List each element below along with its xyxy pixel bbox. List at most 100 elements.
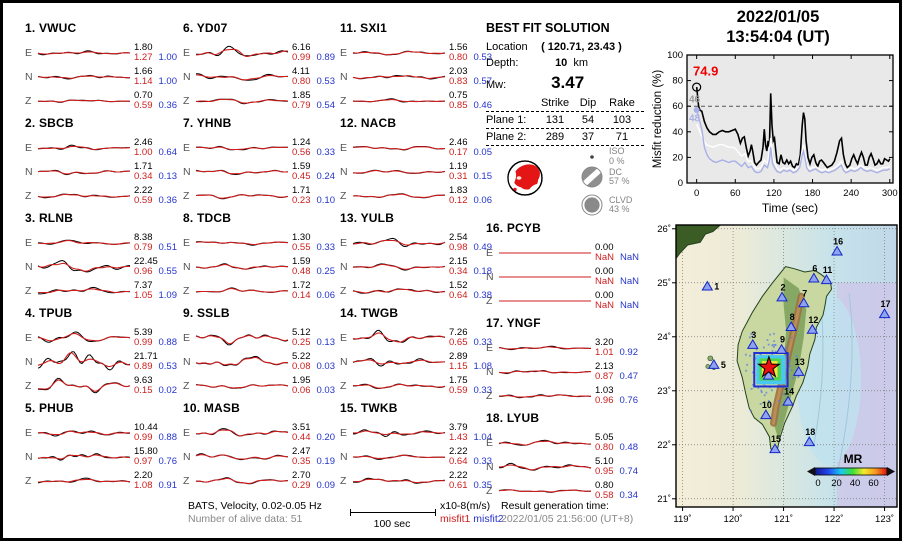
- observed-amplitude: 3.20: [595, 337, 614, 348]
- misfit2-value: NaN: [620, 252, 640, 263]
- station-header: 1. VWUC: [25, 21, 77, 35]
- misfit2-value: 0.19: [316, 456, 336, 467]
- map-station-triangle-4: [762, 369, 775, 380]
- component-label: E: [486, 247, 494, 259]
- component-row-E: E 6.16 0.99 0.89: [183, 41, 341, 65]
- amplitude-misfit-values: 1.71 0.23 0.10: [292, 186, 335, 206]
- waveform-chart: [195, 241, 289, 246]
- misfit2-value: 0.74: [619, 466, 639, 477]
- component-row-N: N 1.19 0.31 0.15: [340, 160, 498, 184]
- station-block-YD07: 6. YD07 E 6.16 0.99 0.89 N 4.11 0.80 0.53 Z 1.85 0.…: [183, 21, 341, 116]
- result-generation-time: 2022/01/05 21:56:00 (UT+8): [501, 513, 634, 525]
- waveform-chart: [352, 429, 446, 438]
- plane1-strike: 131: [545, 114, 565, 126]
- mr-legend-title: MR: [844, 452, 863, 466]
- component-row-E: E 2.46 0.17 0.05: [340, 136, 498, 160]
- misfit1-value: 0.96: [134, 266, 153, 277]
- misfit2-value: 0.25: [316, 266, 336, 277]
- misfit1-value: 1.43: [449, 432, 468, 443]
- misfit1-value: 0.99: [134, 432, 153, 443]
- component-row-Z: Z 1.95 0.06 0.03: [183, 374, 341, 398]
- amplitude-misfit-values: 2.46 0.17 0.05: [449, 138, 492, 158]
- map-lon-label: 120˚: [724, 514, 743, 525]
- misfit2-value: 0.33: [473, 337, 493, 348]
- component-label: N: [486, 271, 494, 283]
- alive-data-count: Number of alive data: 51: [188, 513, 303, 525]
- misfit1-value: 0.59: [134, 195, 153, 206]
- plane1-row: Plane 1: 131 54 103: [486, 112, 644, 129]
- col-strike: Strike: [540, 97, 570, 109]
- map-station-number-18: 18: [805, 427, 815, 437]
- amplitude-misfit-values: 2.20 1.08 0.91: [134, 471, 177, 491]
- amplitude-misfit-values: 15.80 0.97 0.76: [134, 447, 177, 467]
- best-fit-title: BEST FIT SOLUTION: [486, 21, 610, 35]
- station-block-TPUB: 4. TPUB E 5.39 0.99 0.88 N 21.71 0.89 0.53 Z 9.63 0…: [25, 306, 183, 401]
- component-label: E: [183, 47, 191, 59]
- waveform-chart: [352, 193, 446, 199]
- map-station-number-15: 15: [771, 434, 781, 444]
- observed-amplitude: 7.26: [449, 327, 468, 338]
- amplitude-misfit-values: 1.59 0.48 0.25: [292, 257, 335, 277]
- waveform-chart: [352, 98, 446, 103]
- iso-label: ISO 0 %: [609, 146, 625, 166]
- waveform-chart: [352, 169, 446, 174]
- observed-amplitude: 15.80: [134, 446, 158, 457]
- mw-row: Mw: 3.47: [486, 73, 654, 93]
- waveform-chart: [37, 193, 131, 199]
- misfit2-value: 0.35: [473, 480, 493, 491]
- dc-beachball-icon: [580, 165, 604, 189]
- component-row-Z: Z 9.63 0.15 0.02: [25, 374, 183, 398]
- observed-amplitude: 8.38: [134, 232, 153, 243]
- misfit1-legend: misfit1: [440, 513, 471, 525]
- station-block-SSLB: 9. SSLB E 5.12 0.25 0.13 N 5.22 0.08 0.03 Z 1.95 0.…: [183, 306, 341, 401]
- observed-amplitude: 2.22: [449, 470, 468, 481]
- location-row: Location ( 120.71, 23.43 ): [486, 41, 654, 53]
- misfit1-value: 0.95: [595, 466, 614, 477]
- amplitude-misfit-values: 2.70 0.29 0.09: [292, 471, 335, 491]
- amplitude-misfit-values: 1.75 0.59 0.33: [449, 376, 492, 396]
- component-label: N: [25, 356, 33, 368]
- amplitude-misfit-values: 5.39 0.99 0.88: [134, 328, 177, 348]
- observed-amplitude: 3.51: [292, 422, 311, 433]
- misfit2-value: 1.04: [473, 432, 493, 443]
- amplitude-misfit-values: 1.85 0.79 0.54: [292, 91, 335, 111]
- component-label: E: [25, 427, 33, 439]
- mw-label: Mw:: [486, 79, 507, 91]
- observed-amplitude: 0.00: [595, 266, 614, 277]
- observed-amplitude: 1.71: [292, 185, 311, 196]
- component-label: E: [340, 237, 348, 249]
- misfit2-value: 0.09: [316, 480, 336, 491]
- misfit2-value: 0.24: [316, 171, 336, 182]
- waveform-chart: [195, 477, 289, 485]
- dc-item: DC 57 %: [580, 165, 630, 189]
- event-time: 13:54:04 (UT): [726, 28, 830, 46]
- station-block-PHUB: 5. PHUB E 10.44 0.99 0.88 N 15.80 0.97 0.76 Z 2.20…: [25, 401, 183, 496]
- misfit-reduction-panel: 2022/01/05 13:54:04 (UT) 74.9 46 48 0 60 120 1…: [651, 7, 899, 220]
- clvd-label: CLVD 43 %: [609, 194, 633, 214]
- waveform-chart: [195, 428, 289, 437]
- map-station-triangle-10: [760, 409, 772, 420]
- component-row-Z: Z 1.72 0.14 0.06: [183, 279, 341, 303]
- station-header: 9. SSLB: [183, 306, 230, 320]
- map-station-number-3: 3: [751, 330, 756, 340]
- observed-amplitude: 1.56: [449, 42, 468, 53]
- station-header: 12. NACB: [340, 116, 397, 130]
- map-lat-label: 22˚: [657, 440, 671, 451]
- map-station-number-5: 5: [721, 360, 726, 370]
- amplitude-misfit-values: 1.59 0.45 0.24: [292, 162, 335, 182]
- amplitude-misfit-values: 2.89 1.15 1.08: [449, 352, 492, 372]
- mechanism-decomposition: ISO 0 % DC 57 %: [486, 143, 654, 221]
- misfit1-value: 0.15: [134, 385, 153, 396]
- y-tick-label: 100: [667, 50, 683, 61]
- component-row-E: E 3.79 1.43 1.04: [340, 421, 498, 445]
- station-header: 10. MASB: [183, 401, 240, 415]
- observed-amplitude: 1.72: [292, 280, 311, 291]
- waveform-chart: [195, 169, 289, 176]
- station-block-TDCB: 8. TDCB E 1.30 0.55 0.33 N 1.59 0.48 0.25 Z 1.72 0.…: [183, 211, 341, 306]
- misfit2-value: 0.64: [158, 147, 178, 158]
- misfit2-value: NaN: [620, 300, 640, 311]
- component-label: N: [183, 166, 191, 178]
- observed-amplitude: 6.16: [292, 42, 311, 53]
- component-row-E: E 8.38 0.79 0.51: [25, 231, 183, 255]
